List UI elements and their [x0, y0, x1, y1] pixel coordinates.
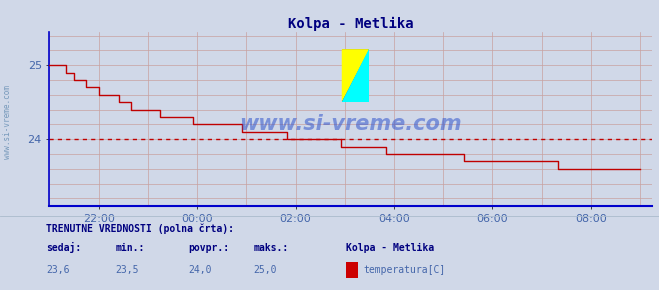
- Text: 24,0: 24,0: [188, 264, 212, 275]
- Text: TRENUTNE VREDNOSTI (polna črta):: TRENUTNE VREDNOSTI (polna črta):: [46, 224, 234, 234]
- Text: www.si-vreme.com: www.si-vreme.com: [240, 114, 462, 134]
- Text: www.si-vreme.com: www.si-vreme.com: [3, 85, 13, 159]
- Text: min.:: min.:: [115, 243, 145, 253]
- Text: Kolpa - Metlika: Kolpa - Metlika: [346, 243, 434, 253]
- Polygon shape: [342, 49, 369, 102]
- Polygon shape: [342, 49, 369, 102]
- Title: Kolpa - Metlika: Kolpa - Metlika: [288, 17, 414, 31]
- Bar: [342, 49, 369, 102]
- Text: povpr.:: povpr.:: [188, 243, 229, 253]
- Text: 23,6: 23,6: [46, 264, 70, 275]
- Text: maks.:: maks.:: [254, 243, 289, 253]
- Text: sedaj:: sedaj:: [46, 242, 81, 253]
- Text: 25,0: 25,0: [254, 264, 277, 275]
- Text: temperatura[C]: temperatura[C]: [364, 264, 446, 275]
- Text: 23,5: 23,5: [115, 264, 139, 275]
